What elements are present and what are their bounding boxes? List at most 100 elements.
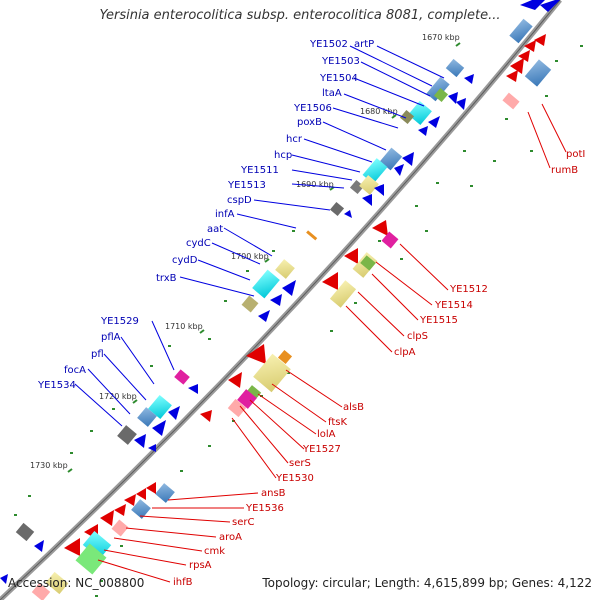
gene-label-ye1515[interactable]: YE1515 [419,315,458,326]
gene-arrow[interactable] [374,184,384,196]
gene-box[interactable] [111,519,129,537]
gene-arrow[interactable] [520,0,545,10]
gene-box[interactable] [82,531,112,559]
gene-arrow[interactable] [322,272,338,290]
gene-arrow[interactable] [524,40,536,52]
gene-arrow[interactable] [100,510,114,526]
gene-arrow[interactable] [428,116,440,128]
gene-arrow[interactable] [534,34,546,46]
gene-label-ftsk[interactable]: ftsK [328,417,347,428]
gene-box[interactable] [329,280,357,308]
gene-arrow[interactable] [464,74,474,84]
gene-box[interactable] [137,407,157,427]
gene-box[interactable] [45,571,69,595]
gene-box[interactable] [227,398,247,418]
gene-box[interactable] [241,295,259,313]
gene-box[interactable] [379,147,403,171]
gene-label-aroa[interactable]: aroA [219,532,242,543]
gene-arrow[interactable] [246,344,266,364]
gene-box[interactable] [237,389,257,409]
gene-label-poti[interactable]: potI [566,149,585,160]
gene-label-sers[interactable]: serS [289,458,311,469]
gene-box[interactable] [31,582,51,600]
gene-label-foca[interactable]: focA [64,365,86,376]
gene-arrow[interactable] [394,164,404,176]
gene-label-rpsa[interactable]: rpsA [189,560,212,571]
gene-arrow[interactable] [34,540,44,552]
gene-arrow[interactable] [134,434,146,448]
gene-box[interactable] [433,87,449,103]
gene-arrow[interactable] [448,92,458,104]
gene-arrow[interactable] [372,220,388,236]
gene-label-ihfb[interactable]: ihfB [173,577,193,588]
gene-label-cydd[interactable]: cydD [172,255,198,266]
gene-label-pfla[interactable]: pflA [101,332,121,343]
gene-box[interactable] [252,269,280,299]
gene-box[interactable] [509,18,533,44]
gene-box[interactable] [524,59,552,87]
gene-arrow[interactable] [362,194,372,206]
gene-label-ye1536[interactable]: YE1536 [245,503,284,514]
gene-label-ye1503[interactable]: YE1503 [321,56,360,67]
gene-label-trxb[interactable]: trxB [156,273,177,284]
gene-box[interactable] [253,353,291,393]
gene-arrow[interactable] [402,152,414,166]
gene-label-ye1513[interactable]: YE1513 [227,180,266,191]
gene-arrow[interactable] [344,248,358,264]
gene-label-ye1527[interactable]: YE1527 [302,444,341,455]
gene-label-ye1504[interactable]: YE1504 [319,73,358,84]
gene-box[interactable] [174,369,190,385]
gene-box[interactable] [131,499,151,519]
gene-label-rumb[interactable]: rumB [551,165,578,176]
gene-label-poxb[interactable]: poxB [297,117,322,128]
gene-box[interactable] [117,425,137,445]
gene-arrow[interactable] [344,210,352,218]
gene-label-ansb[interactable]: ansB [261,488,286,499]
gene-label-ye1534[interactable]: YE1534 [37,380,76,391]
gene-box[interactable] [360,255,376,271]
gene-arrow[interactable] [168,406,180,420]
gene-label-ye1529[interactable]: YE1529 [100,316,139,327]
gene-box[interactable] [359,175,379,195]
gene-label-hcp[interactable]: hcp [274,150,292,161]
gene-label-lola[interactable]: lolA [317,429,336,440]
gene-box[interactable] [275,259,295,279]
gene-arrow[interactable] [540,0,560,12]
gene-label-ye1511[interactable]: YE1511 [240,165,279,176]
gene-arrow[interactable] [510,58,524,74]
gene-label-aat[interactable]: aat [207,224,223,235]
gene-arrow[interactable] [282,280,296,296]
gene-label-cspd[interactable]: cspD [227,195,252,206]
gene-label-ye1506[interactable]: YE1506 [293,103,332,114]
gene-box[interactable] [408,100,432,126]
gene-box[interactable] [155,483,175,503]
gene-arrow[interactable] [114,504,126,516]
gene-box[interactable] [75,543,107,575]
gene-arrow[interactable] [148,444,156,452]
gene-arrow[interactable] [64,538,80,556]
gene-label-cmk[interactable]: cmk [204,546,225,557]
gene-arrow[interactable] [228,372,242,388]
gene-arrow[interactable] [188,384,198,394]
gene-arrow[interactable] [152,420,166,436]
gene-box[interactable] [277,349,293,365]
gene-label-serc[interactable]: serC [232,517,254,528]
gene-arrow[interactable] [136,488,146,500]
gene-label-alsb[interactable]: alsB [343,402,364,413]
gene-label-hcr[interactable]: hcr [286,134,303,145]
gene-box[interactable] [329,201,345,217]
gene-arrow[interactable] [124,494,136,506]
gene-box[interactable] [15,522,35,542]
gene-arrow[interactable] [0,574,8,584]
gene-box[interactable] [381,231,399,249]
gene-label-cydc[interactable]: cydC [186,238,211,249]
gene-label-ye1512[interactable]: YE1512 [449,284,488,295]
gene-box[interactable] [399,109,415,125]
gene-box[interactable] [148,394,172,420]
gene-box[interactable] [349,179,365,195]
gene-arrow[interactable] [506,70,518,82]
gene-arrow[interactable] [258,310,270,322]
gene-label-ye1502[interactable]: YE1502 [309,39,348,50]
gene-box[interactable] [445,58,465,78]
gene-box[interactable] [426,76,450,102]
